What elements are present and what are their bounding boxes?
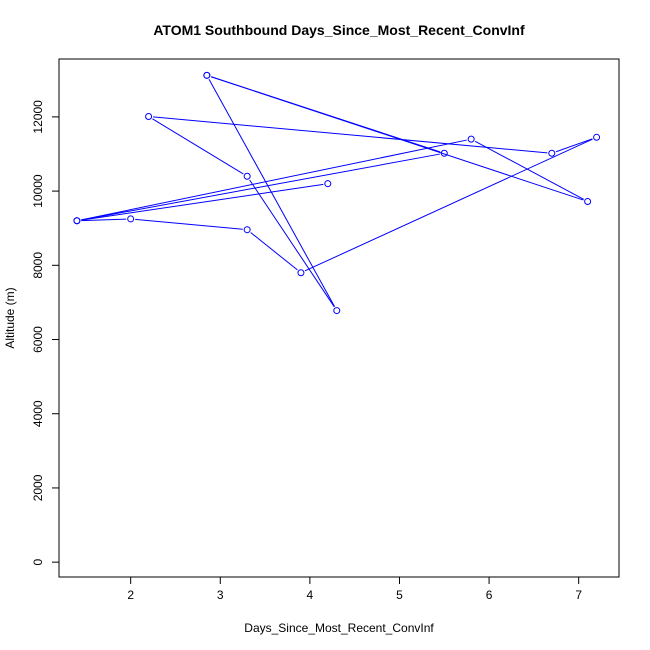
- data-point: [548, 149, 556, 157]
- y-tick-label: 8000: [31, 252, 45, 279]
- series-segment: [81, 139, 467, 221]
- data-point: [127, 215, 135, 223]
- series-segment: [81, 183, 324, 221]
- series-segment: [135, 218, 243, 230]
- series-segment: [210, 76, 441, 153]
- x-tick-label: 5: [396, 588, 403, 602]
- series-segment: [81, 218, 127, 222]
- data-point: [73, 217, 81, 225]
- series-segment: [249, 179, 335, 308]
- x-tick-label: 2: [127, 588, 134, 602]
- data-point: [440, 149, 448, 157]
- data-point: [324, 180, 332, 188]
- series-segment: [208, 79, 336, 307]
- series-segment: [152, 118, 244, 175]
- x-tick-label: 4: [307, 588, 314, 602]
- data-point: [243, 226, 251, 234]
- y-tick-label: 10000: [31, 174, 45, 208]
- series-layer: [73, 71, 601, 315]
- data-point: [243, 172, 251, 180]
- y-tick-label: 2000: [31, 474, 45, 501]
- y-tick-label: 0: [31, 559, 45, 566]
- x-tick-label: 3: [217, 588, 224, 602]
- y-axis: 0 2000 4000 6000 8000 10000 12000: [31, 100, 60, 566]
- data-point: [593, 133, 601, 141]
- x-tick-label: 7: [575, 588, 582, 602]
- series-segment: [250, 232, 298, 271]
- data-point: [203, 71, 211, 79]
- data-point: [333, 307, 341, 315]
- plot-frame: [58, 58, 620, 578]
- x-axis: 2 3 4 5 6 7: [127, 576, 582, 602]
- series-segment: [81, 153, 440, 221]
- series-segment: [153, 116, 548, 154]
- y-tick-label: 6000: [31, 326, 45, 353]
- y-tick-label: 12000: [31, 100, 45, 134]
- series-segment: [304, 138, 593, 272]
- y-tick-label: 4000: [31, 400, 45, 427]
- x-axis-label: Days_Since_Most_Recent_ConvInf: [244, 621, 434, 635]
- chart-title: ATOM1 Southbound Days_Since_Most_Recent_…: [153, 22, 525, 38]
- data-point: [297, 269, 305, 277]
- x-tick-label: 6: [486, 588, 493, 602]
- series-segment: [555, 138, 593, 153]
- data-point: [467, 135, 475, 143]
- y-axis-label: Altitude (m): [3, 287, 17, 348]
- series-segment: [474, 140, 584, 200]
- data-point: [584, 197, 592, 205]
- data-point: [145, 113, 153, 121]
